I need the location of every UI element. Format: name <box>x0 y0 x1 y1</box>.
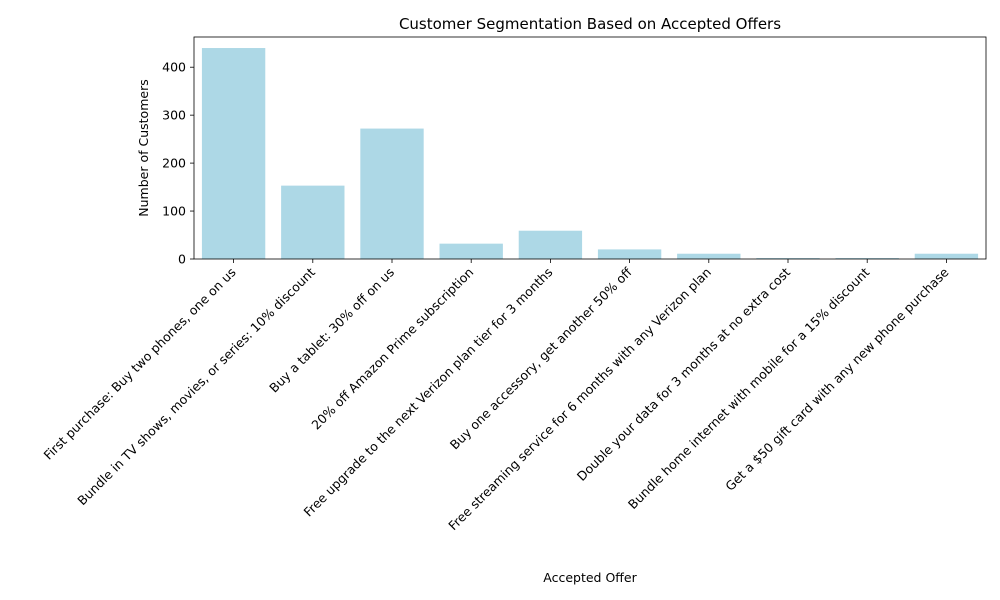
x-axis: First purchase: Buy two phones, one on u… <box>41 259 952 533</box>
bar-10 <box>914 253 979 259</box>
y-axis-label: Number of Customers <box>136 79 151 216</box>
bars-group <box>201 48 979 259</box>
y-tick-label-400: 400 <box>162 60 186 75</box>
chart-title: Customer Segmentation Based on Accepted … <box>399 15 781 33</box>
y-axis: 0 100 200 300 400 <box>162 60 194 267</box>
x-tick-label-6: Buy one accessory, get another 50% off <box>447 264 635 452</box>
bar-7 <box>677 253 741 259</box>
x-tick-label-7: Free streaming service for 6 months with… <box>445 265 714 534</box>
bar-6 <box>597 249 662 259</box>
y-tick-label-100: 100 <box>162 204 186 219</box>
x-tick-label-3: Buy a tablet: 30% off on us <box>266 265 397 396</box>
bar-4 <box>439 243 503 259</box>
bar-1 <box>201 48 266 259</box>
bar-2 <box>281 185 345 259</box>
bar-8 <box>756 258 820 259</box>
bar-9 <box>835 258 899 259</box>
bar-3 <box>360 128 424 259</box>
plot-frame <box>193 36 987 260</box>
y-tick-label-200: 200 <box>162 156 186 171</box>
x-tick-label-4: 20% off Amazon Prime subscription <box>308 265 476 433</box>
y-tick-label-300: 300 <box>162 108 186 123</box>
x-axis-label: Accepted Offer <box>543 570 637 585</box>
y-tick-label-0: 0 <box>178 252 186 267</box>
bar-5 <box>518 230 583 259</box>
